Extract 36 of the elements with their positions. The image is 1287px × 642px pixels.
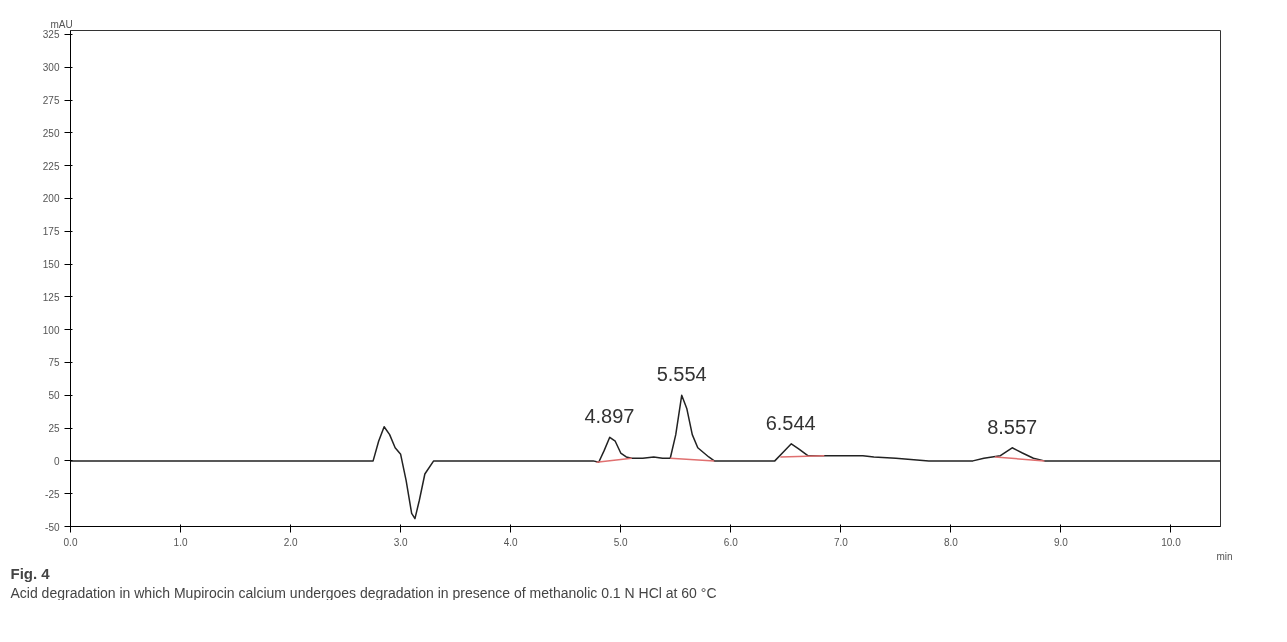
x-tick-label: 1.0 — [173, 536, 188, 548]
y-tick-label: 75 — [48, 357, 60, 369]
text: Acid degradation in which Mupirocin calcium undergoes degradation in presence of methanolic 0.1 N HCl at 60 °C — [10, 584, 717, 601]
annotation: 8.557 — [987, 415, 1038, 438]
text: Fig. 4 — [10, 564, 51, 582]
y-tick-label: -50 — [45, 521, 60, 533]
y-tick-label: 275 — [42, 95, 60, 107]
y-tick-label: 200 — [42, 193, 60, 205]
x-tick-label: 3.0 — [393, 536, 409, 548]
y-tick-label: 0 — [53, 455, 60, 467]
y-tick-label: 225 — [42, 160, 60, 172]
x-tick-label: 5.0 — [613, 536, 629, 548]
y-tick-label: 125 — [42, 291, 60, 303]
y-tick-label: -25 — [45, 488, 60, 500]
x-tick-label: 6.0 — [723, 536, 739, 548]
y-tick-label: 300 — [42, 62, 60, 74]
x-tick-label: 9.0 — [1053, 536, 1069, 548]
annotation: 6.544 — [765, 411, 816, 434]
x-tick-label: 4.0 — [503, 536, 519, 548]
y-tick-label: 250 — [42, 127, 60, 139]
x-tick-label: 10.0 — [1161, 536, 1182, 548]
y-tick-label: 25 — [48, 423, 60, 435]
x-axis-title: min — [1216, 550, 1233, 562]
x-tick-label: 7.0 — [833, 536, 849, 548]
y-axis-title: mAU — [50, 18, 73, 30]
y-tick-label: 100 — [42, 324, 60, 336]
y-tick-label: 150 — [42, 259, 60, 271]
x-tick-label: 2.0 — [283, 536, 298, 548]
x-tick-label: 0.0 — [63, 536, 78, 548]
y-tick-label: 325 — [42, 29, 60, 41]
line-series — [70, 394, 1221, 520]
annotation: 4.897 — [584, 405, 635, 428]
y-tick-label: 175 — [42, 226, 60, 238]
annotation: 5.554 — [656, 363, 707, 386]
y-tick-label: 50 — [48, 390, 60, 402]
x-tick-label: 8.0 — [943, 536, 959, 548]
